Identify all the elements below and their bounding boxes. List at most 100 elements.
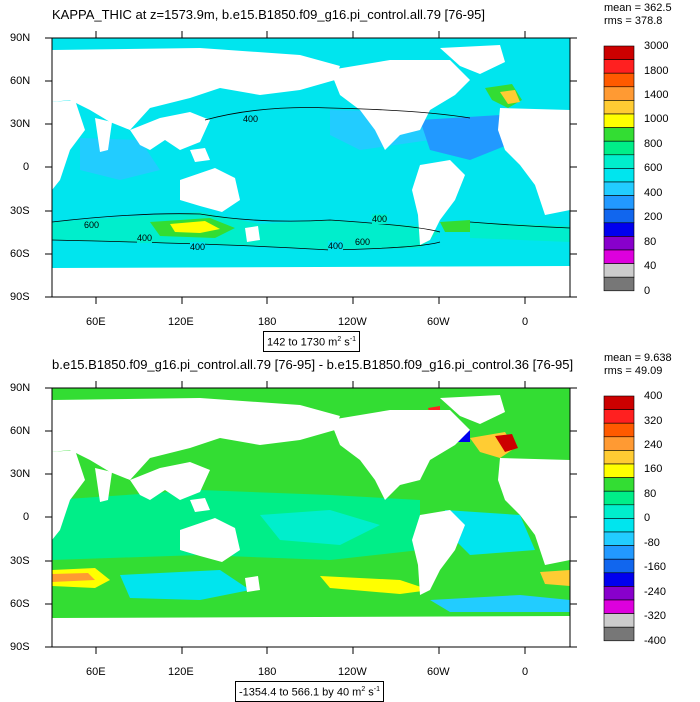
bottom-colorbar-box [603, 450, 635, 465]
top-colorbar-box [603, 208, 635, 224]
top-colorbar-box [603, 195, 635, 210]
top-contours [52, 107, 570, 251]
top-colorbar-label: 600 [644, 162, 663, 175]
bottom-colorbar-label: 80 [644, 487, 657, 500]
top-band-green-atl [440, 220, 470, 232]
top-colorbar-box [603, 86, 635, 101]
top-colorbar-box [603, 154, 635, 169]
top-colorbar [603, 45, 635, 292]
bottom-map-svg [45, 381, 635, 654]
bottom-colorbar-box [603, 463, 635, 478]
bottom-colorbar-label: -80 [644, 536, 660, 549]
bottom-colorbar-box [603, 626, 635, 642]
lat-label-90s: 90S [10, 291, 30, 303]
lat-label-60n: 60N [10, 75, 31, 87]
contour-label: 400 [137, 233, 153, 243]
contour-label: 600 [84, 220, 100, 230]
bottom-colorbar-label: -160 [644, 561, 667, 574]
bottom-title: b.e15.B1850.f09_g16.pi_control.all.79 [7… [52, 357, 574, 372]
lat-label-0: 0 [23, 161, 30, 173]
bottom-colorbar-box [603, 422, 635, 438]
top-colorbar-box [603, 276, 635, 292]
bottom-colorbar-label: -400 [644, 634, 667, 647]
bottom-band-orange-e [540, 570, 570, 586]
contour-label: 400 [243, 114, 259, 124]
lon-label-60w: 60W [427, 316, 450, 328]
lat-label-60s: 60S [10, 248, 30, 260]
top-colorbar-box [603, 113, 635, 128]
bottom-colorbar-box [603, 558, 635, 574]
bottom-patch-cyan2 [445, 510, 535, 555]
top-colorbar-box [603, 140, 635, 156]
bottom-rms: rms = 49.09 [604, 365, 663, 377]
top-colorbar-label: 80 [644, 235, 657, 248]
bottom-colorbar-label: 400 [644, 390, 663, 402]
top-colorbar-label: 40 [644, 260, 657, 273]
lon-label-120w: 120W [338, 666, 367, 678]
lat-label-60n: 60N [10, 425, 31, 437]
bottom-colorbar-label: 0 [644, 512, 651, 525]
top-contour-400-s [52, 239, 441, 251]
lon-label-120w: 120W [338, 316, 367, 328]
top-colorbar-label: 400 [644, 186, 663, 199]
bottom-hot-gulf-core [495, 434, 518, 452]
top-hot-gulf-core [500, 90, 520, 104]
top-map-field [52, 38, 570, 297]
lon-label-180: 180 [258, 316, 277, 328]
lat-label-90n: 90N [10, 382, 31, 394]
top-contour-600 [52, 213, 441, 233]
top-map-svg [45, 31, 635, 304]
lon-label-60e: 60E [86, 316, 106, 328]
top-mean: mean = 362.5 [604, 2, 672, 14]
top-patch-natlantic [420, 115, 520, 160]
bottom-patch-cyan1 [260, 510, 380, 545]
lat-label-90n: 90N [10, 32, 31, 44]
top-colorbar-box [603, 127, 635, 142]
bottom-range-unit-c: -1 [373, 686, 381, 693]
top-colorbar-box [603, 72, 635, 88]
bottom-band-yellow-c [320, 576, 430, 594]
lon-label-0: 0 [522, 316, 529, 328]
top-colorbar-box [603, 100, 635, 115]
contour-label: 400 [190, 242, 206, 252]
bottom-colorbar-box [603, 531, 635, 546]
lat-label-30s: 30S [10, 205, 30, 217]
bottom-colorbar-box [603, 490, 635, 506]
top-colorbar-box [603, 59, 635, 74]
bottom-continents [52, 395, 570, 647]
top-colorbar-box [603, 249, 635, 264]
bottom-colorbar-box [603, 395, 635, 410]
lon-label-120e: 120E [168, 666, 194, 678]
bottom-colorbar-box [603, 436, 635, 451]
top-colorbar-label: 800 [644, 137, 663, 150]
lon-label-180: 180 [258, 666, 277, 678]
bottom-colorbar-box [603, 545, 635, 560]
bottom-map-field [52, 388, 570, 647]
lon-label-120e: 120E [168, 316, 194, 328]
top-range-unit-b: s [341, 336, 350, 349]
top-colorbar-label: 1800 [644, 64, 669, 77]
bottom-range-unit-b: s [365, 686, 374, 699]
bottom-colorbar-box [603, 613, 635, 628]
bottom-colorbar-box [603, 409, 635, 424]
top-colorbar-label: 200 [644, 211, 663, 224]
lat-label-0: 0 [23, 511, 30, 523]
bottom-range-unit-a: 2 [361, 686, 366, 693]
top-colorbar-label: 1400 [644, 89, 669, 101]
top-colorbar-box [603, 222, 635, 237]
bottom-band-orange-w [52, 573, 95, 582]
top-colorbar-label: 1000 [644, 113, 669, 126]
bottom-mean: mean = 9.638 [604, 352, 672, 364]
bottom-colorbar-box [603, 599, 635, 614]
bottom-colorbar-label: 160 [644, 463, 663, 476]
bottom-colorbar-box [603, 572, 635, 587]
bottom-ticks [45, 381, 577, 654]
top-colorbar-box [603, 236, 635, 251]
bottom-colorbar-label: 240 [644, 439, 663, 451]
top-ticks [45, 31, 577, 304]
lat-label-30n: 30N [10, 118, 31, 130]
contour-label: 400 [372, 214, 388, 224]
top-colorbar-box [603, 168, 635, 183]
bottom-colorbar [603, 395, 635, 642]
lon-label-60w: 60W [427, 666, 450, 678]
